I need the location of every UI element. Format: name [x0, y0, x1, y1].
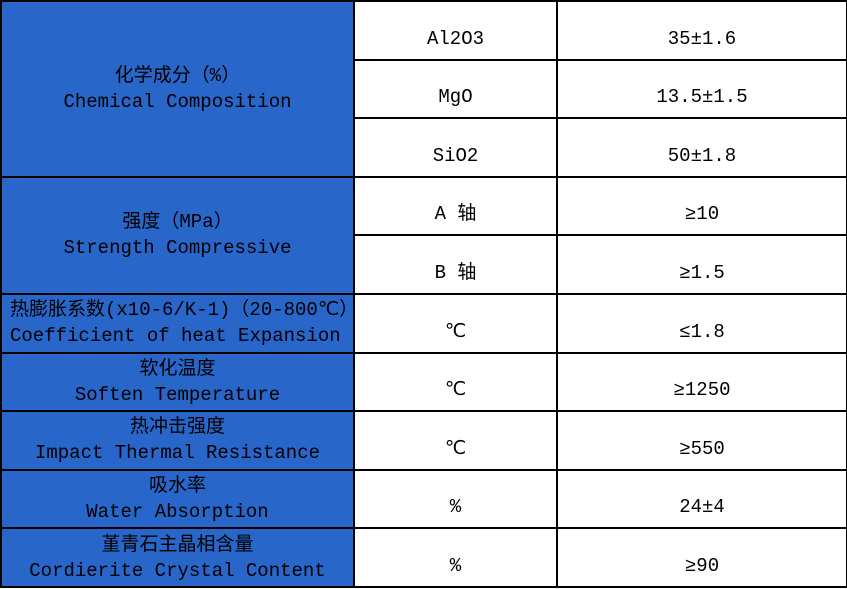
- table-row: 软化温度 Soften Temperature ℃ ≥1250: [0, 351, 847, 413]
- section-label-zh: 软化温度: [139, 357, 216, 380]
- section-label-heat-expansion: 热膨胀系数(x10-6/K-1)（20-800℃） Coefficient of…: [0, 292, 355, 354]
- table-row: 强度（MPa） Strength Compressive A 轴 ≥10: [0, 175, 847, 295]
- param-cell-a-axis: A 轴: [353, 175, 558, 237]
- section-label-en: Chemical Composition: [63, 90, 292, 113]
- value-cell-water-absorption: 24±4: [556, 468, 847, 530]
- param-cell-mgo: MgO: [353, 58, 558, 120]
- section-label-impact-thermal: 热冲击强度 Impact Thermal Resistance: [0, 410, 355, 471]
- section-label-en: Strength Compressive: [63, 237, 292, 260]
- param-cell-cordierite-content: %: [353, 527, 558, 588]
- table-row: B 轴 ≥1.5: [1, 234, 847, 295]
- param-cell-water-absorption: %: [353, 468, 558, 530]
- section-label-water-absorption: 吸水率 Water Absorption: [0, 468, 355, 530]
- value-cell-impact-thermal: ≥550: [556, 410, 847, 471]
- section-label-zh: 热膨胀系数(x10-6/K-1)（20-800℃）: [10, 299, 354, 322]
- value-cell-heat-expansion: ≤1.8: [556, 292, 847, 354]
- section-label-en: Impact Thermal Resistance: [34, 442, 321, 465]
- param-cell-impact-thermal: ℃: [353, 410, 558, 471]
- section-label-zh: 化学成分（%）: [114, 64, 241, 87]
- section-label-zh: 热冲击强度: [129, 416, 225, 439]
- value-cell-mgo: 13.5±1.5: [556, 58, 847, 120]
- param-cell-al2o3: Al2O3: [353, 0, 558, 61]
- value-cell-b-axis: ≥1.5: [556, 234, 847, 295]
- table-row: 化学成分（%） Chemical Composition Al2O3 35±1.…: [0, 0, 847, 178]
- section-label-en: Cordierite Crystal Content: [29, 559, 326, 582]
- section-label-cordierite-content: 堇青石主晶相含量 Cordierite Crystal Content: [0, 527, 355, 588]
- param-cell-heat-expansion: ℃: [353, 292, 558, 354]
- section-label-chemical-composition: 化学成分（%） Chemical Composition: [0, 0, 355, 178]
- section-label-en: Coefficient of heat Expansion: [10, 325, 341, 348]
- section-label-zh: 强度（MPa）: [122, 211, 233, 234]
- param-cell-sio2: SiO2: [353, 117, 558, 178]
- value-cell-soften-temperature: ≥1250: [556, 351, 847, 413]
- table-row: 热冲击强度 Impact Thermal Resistance ℃ ≥550: [0, 410, 847, 471]
- section-label-en: Water Absorption: [86, 501, 269, 524]
- section-label-en: Soften Temperature: [74, 383, 281, 406]
- table-row: 堇青石主晶相含量 Cordierite Crystal Content % ≥9…: [0, 527, 847, 588]
- value-cell-sio2: 50±1.8: [556, 117, 847, 178]
- table-row: 吸水率 Water Absorption % 24±4: [0, 468, 847, 530]
- param-cell-b-axis: B 轴: [353, 234, 558, 295]
- section-label-zh: 吸水率: [148, 475, 206, 498]
- value-cell-cordierite-content: ≥90: [556, 527, 847, 588]
- table-row: MgO 13.5±1.5: [1, 58, 847, 120]
- section-label-zh: 堇青石主晶相含量: [101, 533, 254, 556]
- table-row: 热膨胀系数(x10-6/K-1)（20-800℃） Coefficient of…: [0, 292, 847, 354]
- value-cell-a-axis: ≥10: [556, 175, 847, 237]
- param-cell-soften-temperature: ℃: [353, 351, 558, 413]
- table-row: SiO2 50±1.8: [1, 117, 847, 178]
- section-label-strength: 强度（MPa） Strength Compressive: [0, 175, 355, 295]
- section-label-soften-temperature: 软化温度 Soften Temperature: [0, 351, 355, 413]
- value-cell-al2o3: 35±1.6: [556, 0, 847, 61]
